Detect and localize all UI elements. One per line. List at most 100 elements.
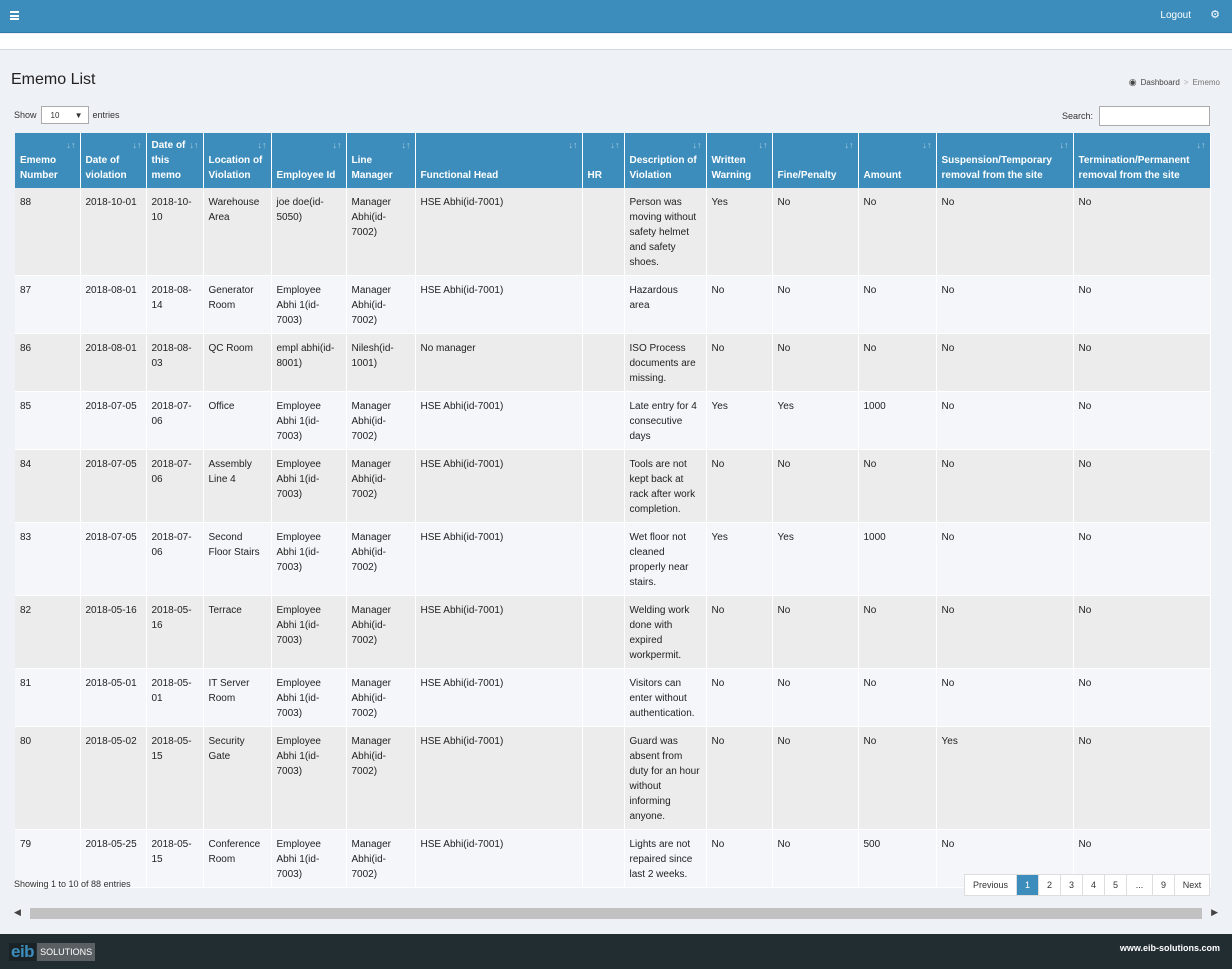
page-title: Ememo List	[11, 71, 96, 88]
next-page-button[interactable]: Next	[1175, 875, 1209, 895]
table-cell: HSE Abhi(id-7001)	[415, 275, 583, 334]
cogs-icon[interactable]: ⚙	[1210, 9, 1220, 21]
sort-icon[interactable]: ↓↑	[1059, 140, 1069, 150]
page-button[interactable]: ...	[1127, 875, 1153, 895]
table-cell: HSE Abhi(id-7001)	[415, 522, 583, 596]
table-cell: 2018-08-14	[146, 275, 204, 334]
column-header[interactable]: Suspension/Temporary removal from the si…	[936, 133, 1074, 188]
search-input[interactable]	[1099, 106, 1210, 126]
page-button[interactable]: 3	[1061, 875, 1083, 895]
column-header[interactable]: HR ↓↑	[582, 133, 625, 188]
sort-icon[interactable]: ↓↑	[758, 140, 768, 150]
table-cell: Employee Abhi 1(id-7003)	[271, 449, 347, 523]
table-info: Showing 1 to 10 of 88 entries	[14, 879, 131, 889]
logo-sub-text: SOLUTIONS	[37, 943, 96, 961]
table-cell: 1000	[858, 522, 937, 596]
sort-icon[interactable]: ↓↑	[568, 140, 578, 150]
column-header[interactable]: Date of violation ↓↑	[80, 133, 147, 188]
column-header-label: HR	[587, 170, 602, 181]
sort-icon[interactable]: ↓↑	[1196, 140, 1206, 150]
table-cell: Guard was absent from duty for an hour w…	[624, 726, 707, 830]
sort-icon[interactable]: ↓↑	[66, 140, 76, 150]
sort-icon[interactable]: ↓↑	[132, 140, 142, 150]
sort-icon[interactable]: ↓↑	[922, 140, 932, 150]
table-cell	[582, 391, 625, 450]
previous-page-button[interactable]: Previous	[965, 875, 1017, 895]
table-cell: Office	[203, 391, 272, 450]
sort-icon[interactable]: ↓↑	[332, 140, 342, 150]
table-cell: 2018-05-15	[146, 829, 204, 888]
table-cell: Yes	[706, 188, 773, 276]
page-button[interactable]: 5	[1105, 875, 1127, 895]
column-header[interactable]: Employee Id ↓↑	[271, 133, 347, 188]
column-header[interactable]: Line Manager ↓↑	[346, 133, 416, 188]
column-header[interactable]: Ememo Number ↓↑	[15, 133, 81, 188]
table-row[interactable]: 87 2018-08-01 2018-08-14 Generator Room Empl…	[15, 275, 1211, 334]
table-cell	[582, 595, 625, 669]
sort-icon[interactable]: ↓↑	[401, 140, 411, 150]
table-cell: No	[706, 668, 773, 727]
entries-select[interactable]: 10 ▼	[40, 106, 89, 124]
sort-icon[interactable]: ↓↑	[257, 140, 267, 150]
table-cell: No	[706, 726, 773, 830]
table-cell: No	[772, 726, 859, 830]
table-cell: No	[1073, 391, 1211, 450]
horizontal-scrollbar[interactable]: ◀ ▶	[12, 906, 1218, 920]
sort-icon[interactable]: ↓↑	[692, 140, 702, 150]
table-cell: Manager Abhi(id-7002)	[346, 188, 416, 276]
breadcrumb-home-link[interactable]: Dashboard	[1140, 78, 1180, 87]
table-row[interactable]: 80 2018-05-02 2018-05-15 Security Gate Emplo…	[15, 726, 1211, 830]
column-header[interactable]: Amount ↓↑	[858, 133, 937, 188]
table-cell: Tools are not kept back at rack after wo…	[624, 449, 707, 523]
sort-icon[interactable]: ↓↑	[189, 140, 199, 150]
column-header[interactable]: Description of Violation ↓↑	[624, 133, 707, 188]
table-cell: No	[858, 188, 937, 276]
column-header[interactable]: Termination/Permanent removal from the s…	[1073, 133, 1211, 188]
table-row[interactable]: 85 2018-07-05 2018-07-06 Office Employee Abh…	[15, 391, 1211, 450]
page-button[interactable]: 4	[1083, 875, 1105, 895]
table-cell: Employee Abhi 1(id-7003)	[271, 275, 347, 334]
table-cell: 2018-08-01	[80, 333, 147, 392]
column-header[interactable]: Date of this memo ↓↑	[146, 133, 204, 188]
column-header[interactable]: Fine/Penalty ↓↑	[772, 133, 859, 188]
table-row[interactable]: 86 2018-08-01 2018-08-03 QC Room empl abhi(i…	[15, 333, 1211, 392]
table-cell: 80	[15, 726, 81, 830]
table-body: 88 2018-10-01 2018-10-10 Warehouse Area joe …	[15, 188, 1211, 888]
table-cell: No	[936, 449, 1074, 523]
column-header[interactable]: Location of Violation ↓↑	[203, 133, 272, 188]
table-cell: QC Room	[203, 333, 272, 392]
table-cell: No	[936, 333, 1074, 392]
column-header[interactable]: Written Warning ↓↑	[706, 133, 773, 188]
column-header-label: Line Manager	[351, 155, 393, 181]
table-cell: 2018-07-05	[80, 449, 147, 523]
page-button[interactable]: 1	[1017, 875, 1039, 895]
scroll-right-icon[interactable]: ▶	[1211, 907, 1218, 917]
table-cell: No	[1073, 595, 1211, 669]
scrollbar-thumb[interactable]	[30, 908, 1202, 919]
table-cell: HSE Abhi(id-7001)	[415, 595, 583, 669]
table-cell: No	[772, 333, 859, 392]
sort-icon[interactable]: ↓↑	[610, 140, 620, 150]
page-button[interactable]: 9	[1153, 875, 1175, 895]
table-cell: No	[1073, 188, 1211, 276]
table-row[interactable]: 82 2018-05-16 2018-05-16 Terrace Employee Ab…	[15, 595, 1211, 669]
page-button[interactable]: 2	[1039, 875, 1061, 895]
table-cell: Manager Abhi(id-7002)	[346, 726, 416, 830]
sort-icon[interactable]: ↓↑	[844, 140, 854, 150]
table-cell: Conference Room	[203, 829, 272, 888]
table-row[interactable]: 83 2018-07-05 2018-07-06 Second Floor Stair…	[15, 522, 1211, 596]
table-row[interactable]: 84 2018-07-05 2018-07-06 Assembly Line 4 Emp…	[15, 449, 1211, 523]
table-row[interactable]: 88 2018-10-01 2018-10-10 Warehouse Area joe …	[15, 188, 1211, 276]
scroll-left-icon[interactable]: ◀	[14, 907, 21, 917]
table-row[interactable]: 79 2018-05-25 2018-05-15 Conference Room Emp…	[15, 829, 1211, 888]
table-cell: No	[936, 391, 1074, 450]
column-header[interactable]: Functional Head ↓↑	[415, 133, 583, 188]
show-label: Show	[14, 110, 37, 120]
table-cell: empl abhi(id-8001)	[271, 333, 347, 392]
logout-button[interactable]: Logout	[1160, 10, 1191, 21]
hamburger-icon[interactable]	[10, 11, 19, 20]
table-row[interactable]: 81 2018-05-01 2018-05-01 IT Server Room Empl…	[15, 668, 1211, 727]
table-cell: Manager Abhi(id-7002)	[346, 595, 416, 669]
table-cell: No	[858, 449, 937, 523]
table-cell: 2018-10-10	[146, 188, 204, 276]
